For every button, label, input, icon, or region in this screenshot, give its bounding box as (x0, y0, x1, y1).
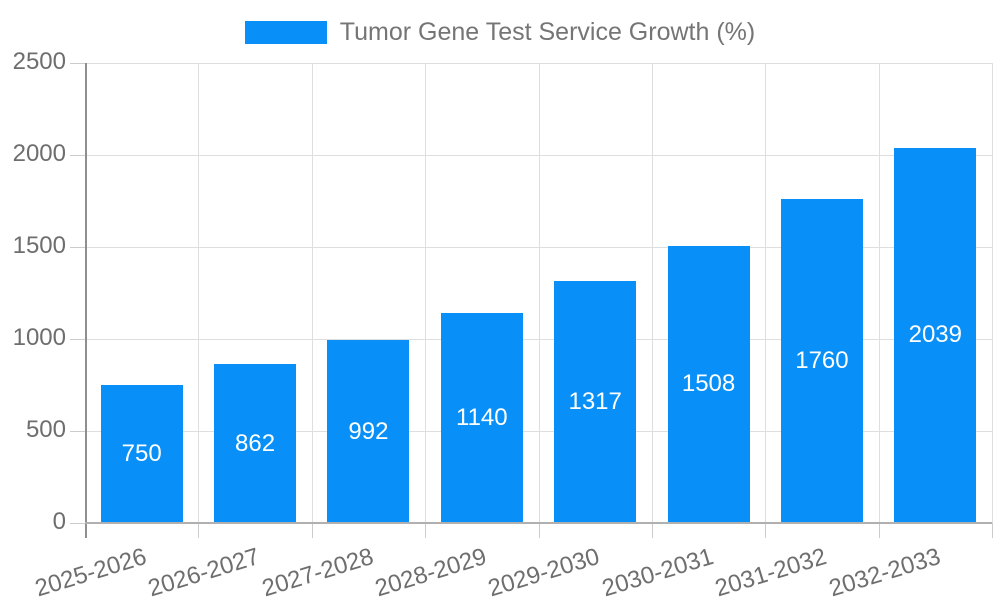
gridline-vertical (311, 63, 313, 523)
gridline-vertical (878, 63, 880, 523)
gridline-vertical (538, 63, 540, 523)
bar-value-label: 1140 (456, 404, 508, 432)
bar-value-label: 750 (121, 440, 162, 467)
y-axis-tick (70, 155, 85, 156)
gridline-vertical (651, 63, 653, 523)
bar[interactable]: 1508 (667, 245, 750, 523)
y-axis-tick (70, 523, 85, 524)
y-tick-label: 1000 (12, 323, 66, 351)
bar-value-label: 2039 (908, 321, 962, 349)
y-axis-tick (70, 431, 85, 432)
x-axis-tick (311, 523, 313, 538)
bar[interactable]: 2039 (894, 147, 977, 523)
y-tick-label: 0 (52, 507, 66, 535)
y-tick-label: 2000 (12, 139, 66, 167)
legend-swatch-icon (244, 21, 327, 44)
legend-label: Tumor Gene Test Service Growth (%) (339, 18, 756, 46)
x-tick-label: 2025-2026 (31, 543, 150, 600)
y-axis-tick (70, 339, 85, 340)
x-axis-tick (878, 523, 880, 538)
legend[interactable]: Tumor Gene Test Service Growth (%) (0, 18, 1000, 47)
y-tick-label: 2500 (12, 47, 66, 75)
bar[interactable]: 862 (214, 364, 297, 523)
bar-value-label: 992 (348, 417, 389, 445)
bar-value-label: 1508 (681, 370, 736, 398)
x-axis-tick (651, 523, 653, 538)
x-tick-label: 2032-2033 (825, 543, 944, 600)
bar[interactable]: 1317 (554, 280, 637, 523)
bar[interactable]: 1760 (780, 199, 863, 523)
y-tick-label: 500 (25, 415, 66, 443)
bar-value-label: 862 (235, 429, 276, 457)
x-tick-label: 2029-2030 (485, 543, 604, 600)
gridline-vertical (198, 63, 200, 523)
y-tick-label: 1500 (12, 231, 66, 259)
x-tick-label: 2028-2029 (372, 543, 490, 600)
y-axis-tick (70, 63, 85, 64)
x-tick-label: 2030-2031 (598, 543, 717, 600)
y-axis-line (85, 63, 87, 538)
x-axis-tick (425, 523, 427, 538)
x-tick-label: 2031-2032 (712, 543, 830, 600)
x-axis-tick (992, 523, 993, 538)
gridline-vertical (425, 63, 427, 523)
x-axis-tick (765, 523, 767, 538)
bar[interactable]: 992 (327, 340, 410, 523)
x-tick-label: 2027-2028 (258, 543, 377, 600)
x-axis-line (85, 522, 992, 524)
bar[interactable]: 1140 (440, 313, 523, 523)
x-axis-tick (538, 523, 540, 538)
gridline-vertical (992, 63, 993, 523)
bar[interactable]: 750 (100, 385, 183, 523)
x-axis-tick (198, 523, 200, 538)
x-tick-label: 2026-2027 (145, 543, 263, 600)
bar-value-label: 1317 (568, 387, 622, 415)
gridline-vertical (765, 63, 767, 523)
bar-value-label: 1760 (795, 347, 849, 375)
y-axis-tick (70, 247, 85, 248)
